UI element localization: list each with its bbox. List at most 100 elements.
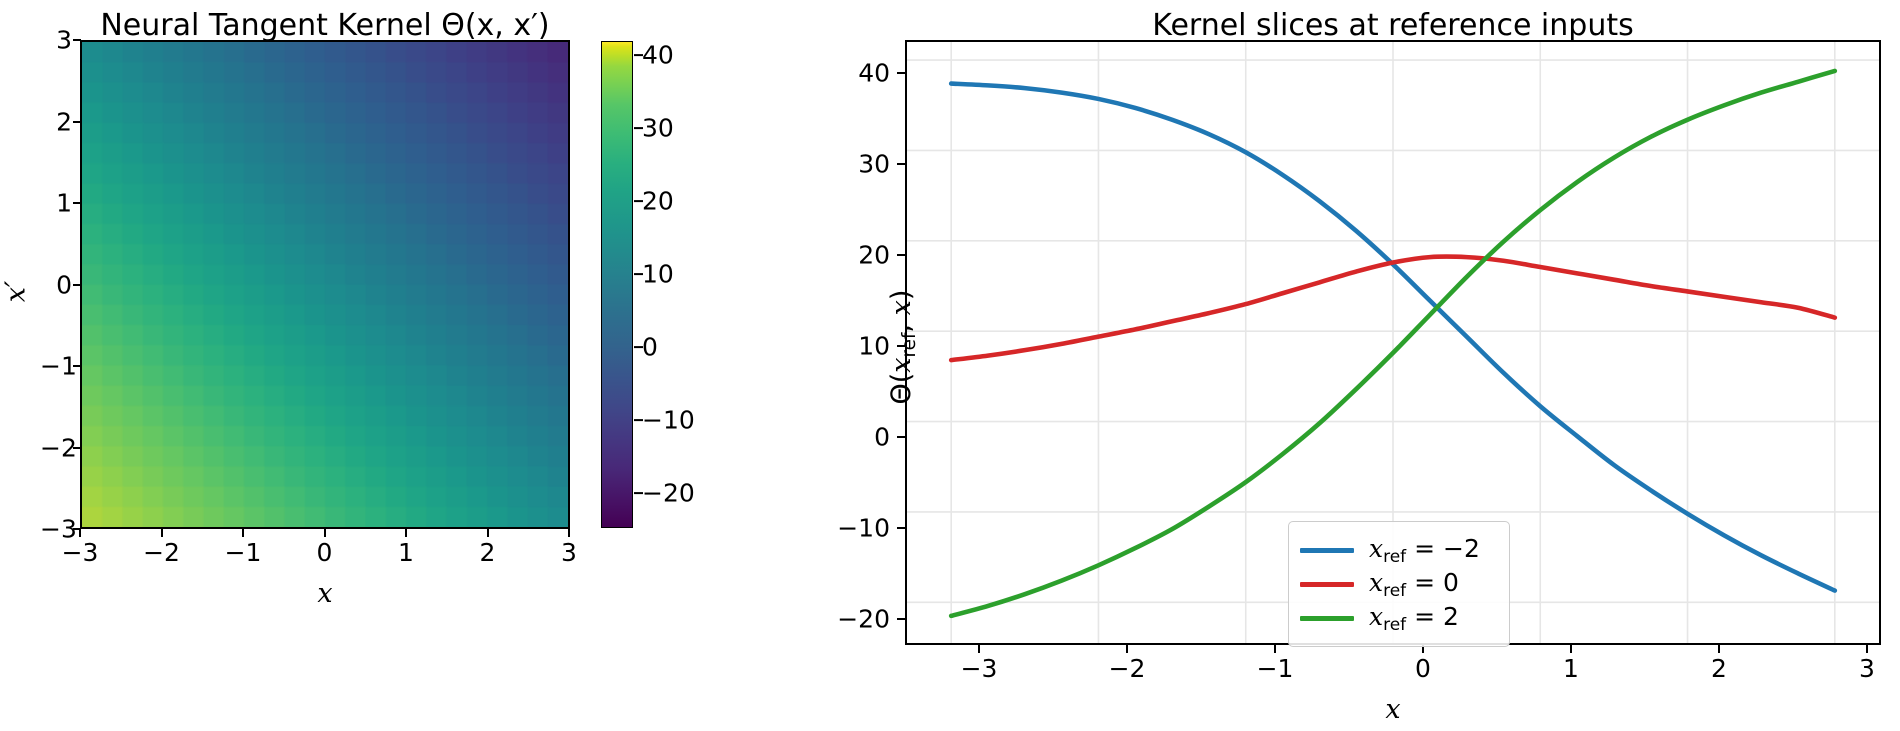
heatmap-xtick-mark: [323, 529, 326, 537]
heatmap-ytick-2: 2: [56, 107, 72, 136]
lineplot-ytick-10: 10: [858, 331, 890, 361]
lineplot-ytick-mark: [897, 527, 905, 529]
colorbar-tick-40: 40: [642, 40, 674, 70]
legend-label-sub: ref: [1383, 614, 1407, 635]
heatmap-xlabel: x: [317, 578, 333, 609]
heatmap-ytick-mark: [73, 283, 81, 286]
legend-label-xref-2: xref = 2: [1369, 602, 1459, 635]
legend-item-xref-0[interactable]: xref = 0: [1300, 567, 1496, 601]
heatmap-title: Neural Tangent Kernel Θ(x, x′): [100, 8, 550, 43]
colorbar-tick-10: 10: [642, 259, 674, 289]
heatmap-xtick-0: 0: [316, 538, 333, 567]
legend-label-x: x: [1369, 533, 1384, 563]
heatmap-ytick-neg3: −3: [40, 514, 77, 544]
heatmap-ytick-mark: [73, 365, 81, 367]
lineplot-xtick-neg1: −1: [1256, 654, 1294, 683]
lineplot-series-group: [948, 68, 1838, 619]
legend-label-post: = −2: [1406, 533, 1480, 563]
legend-swatch-blue: [1300, 547, 1354, 553]
lineplot-ylabel-tail: ,: [885, 315, 917, 333]
lineplot-series-1: [948, 254, 1838, 363]
heatmap-xtick-neg1: −1: [224, 538, 262, 567]
legend-label-x: x: [1369, 567, 1384, 597]
legend-box[interactable]: xref = −2 xref = 0 xref = 2: [1288, 521, 1510, 647]
colorbar-tick-30: 30: [642, 113, 674, 143]
lineplot-ytick-neg20: −20: [837, 604, 890, 634]
heatmap-ytick-3: 3: [56, 25, 72, 55]
heatmap-ytick-1: 1: [56, 188, 72, 218]
lineplot-ytick-mark: [897, 163, 905, 165]
lineplot-xtick-mark: [1718, 645, 1720, 653]
colorbar-tick-mark: [634, 200, 643, 202]
heatmap-xtick-neg3: −3: [61, 538, 99, 567]
lineplot-ytick-mark: [897, 618, 905, 620]
lineplot-ylabel-sub: ref: [899, 332, 921, 358]
heatmap-xtick-neg2: −2: [143, 538, 180, 567]
colorbar[interactable]: [601, 41, 633, 528]
legend-label-xref-neg2: xref = −2: [1369, 534, 1480, 567]
lineplot-ytick-30: 30: [858, 149, 890, 179]
lineplot-ytick-neg10: −10: [837, 513, 890, 543]
lineplot-ylabel-x2: x: [885, 300, 917, 316]
lineplot-axes[interactable]: [905, 40, 1881, 645]
heatmap-xtick-mark: [79, 529, 81, 537]
lineplot-ytick-mark: [897, 436, 905, 438]
lineplot-xlabel: x: [1385, 694, 1401, 725]
heatmap-xtick-2: 2: [479, 538, 496, 567]
legend-label-xref-0: xref = 0: [1369, 568, 1459, 601]
colorbar-tick-mark: [634, 54, 643, 56]
lineplot-title: Kernel slices at reference inputs: [1152, 8, 1634, 43]
legend-swatch-red: [1300, 581, 1354, 587]
heatmap-xtick-mark: [160, 529, 163, 537]
colorbar-tick-mark: [634, 273, 643, 275]
legend-label-sub: ref: [1383, 546, 1407, 567]
legend-item-xref-2[interactable]: xref = 2: [1300, 601, 1496, 635]
colorbar-tick-mark: [634, 419, 643, 421]
heatmap-ytick-neg2: −2: [40, 433, 77, 462]
heatmap-ytick-mark: [73, 528, 81, 530]
legend-item-xref-neg2[interactable]: xref = −2: [1300, 533, 1496, 567]
legend-label-post: = 2: [1406, 601, 1459, 631]
lineplot-xtick-neg3: −3: [960, 654, 998, 683]
lineplot-xtick-0: 0: [1415, 654, 1431, 683]
heatmap-xtick-mark: [405, 529, 407, 537]
heatmap-ylabel: x′: [0, 280, 32, 303]
lineplot-xtick-neg2: −2: [1108, 654, 1146, 683]
heatmap-ytick-mark: [73, 120, 81, 123]
lineplot-xtick-mark: [1126, 645, 1128, 653]
lineplot-ytick-0: 0: [874, 422, 890, 452]
lineplot-ytick-mark: [897, 254, 905, 256]
heatmap-ytick-mark: [73, 39, 81, 41]
heatmap-ytick-mark: [73, 202, 81, 204]
lineplot-xtick-mark: [1570, 645, 1572, 653]
colorbar-gradient: [602, 42, 632, 527]
heatmap-xtick-1: 1: [398, 538, 414, 567]
colorbar-tick-20: 20: [642, 186, 674, 216]
lineplot-ytick-40: 40: [858, 58, 890, 88]
lineplot-xtick-mark: [1422, 645, 1424, 653]
lineplot-xtick-mark: [1866, 645, 1868, 653]
lineplot-ylabel-theta: Θ(: [885, 372, 917, 405]
lineplot-ytick-20: 20: [858, 240, 890, 270]
lineplot-xtick-mark: [1274, 645, 1276, 653]
lineplot-xtick-1: 1: [1563, 654, 1579, 683]
colorbar-tick-0: 0: [642, 332, 658, 362]
lineplot-xtick-3: 3: [1859, 654, 1875, 683]
colorbar-tick-neg20: −20: [642, 478, 695, 508]
colorbar-tick-mark: [634, 492, 643, 494]
heatmap-xtick-mark: [568, 529, 570, 537]
heatmap-xtick-mark: [486, 529, 489, 537]
legend-swatch-green: [1300, 615, 1354, 621]
legend-label-sub: ref: [1383, 580, 1407, 601]
lineplot-xtick-mark: [978, 645, 980, 653]
heatmap-ytick-mark: [73, 446, 81, 449]
colorbar-tick-mark: [634, 127, 643, 129]
colorbar-tick-neg10: −10: [642, 405, 695, 435]
legend-label-x: x: [1369, 601, 1384, 631]
legend-label-post: = 0: [1406, 567, 1459, 597]
colorbar-tick-mark: [634, 346, 643, 348]
lineplot-ylabel: Θ(xref, x): [886, 197, 920, 497]
lineplot-ytick-mark: [897, 345, 905, 347]
heatmap-axes[interactable]: [80, 40, 570, 529]
